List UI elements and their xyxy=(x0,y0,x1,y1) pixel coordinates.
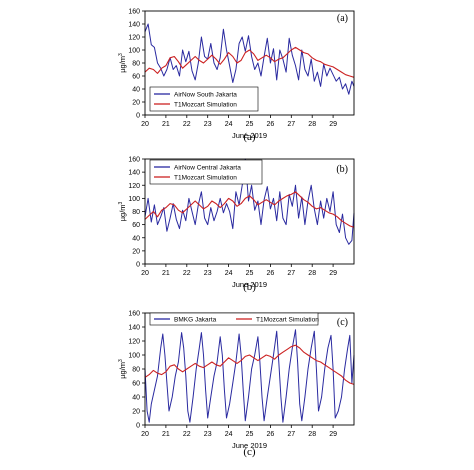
y-axis-label-superscript: 3 xyxy=(118,359,124,362)
x-tick-label: 28 xyxy=(308,121,316,128)
observed-series-line xyxy=(144,23,355,95)
y-tick-label: 100 xyxy=(128,196,140,203)
y-tick-label: 0 xyxy=(136,113,140,120)
panel-tag: (c) xyxy=(337,317,348,328)
y-tick-label: 120 xyxy=(128,183,140,190)
y-axis-label: µg/m3 xyxy=(118,359,127,379)
legend-label: AirNow Central Jakarta xyxy=(174,164,241,171)
legend: AirNow South Jakarta T1Mozcart Simulation xyxy=(149,86,259,112)
y-axis-label: µg/m3 xyxy=(118,201,127,221)
x-tick-label: 25 xyxy=(246,431,254,438)
x-tick-label: 24 xyxy=(225,121,233,128)
y-tick-label: 100 xyxy=(128,48,140,55)
x-axis-label: June 2019 xyxy=(232,131,267,140)
y-tick-label: 40 xyxy=(132,235,140,242)
simulation-series-line xyxy=(144,46,355,78)
x-tick-label: 22 xyxy=(183,431,191,438)
panel-caption: (a) xyxy=(243,131,256,143)
panel-caption: (b) xyxy=(243,281,256,293)
y-tick-label: 0 xyxy=(136,423,140,430)
panel-tag: (a) xyxy=(337,13,348,24)
x-axis-label: June 2019 xyxy=(232,280,267,289)
panel-tag: (b) xyxy=(336,164,348,175)
y-tick-label: 140 xyxy=(128,170,140,177)
x-tick-label: 27 xyxy=(287,431,295,438)
x-tick-label: 22 xyxy=(183,270,191,277)
y-tick-label: 0 xyxy=(136,262,140,269)
legend-label: AirNow South Jakarta xyxy=(174,91,237,98)
y-tick-label: 40 xyxy=(132,87,140,94)
x-tick-label: 27 xyxy=(287,270,295,277)
legend: AirNow Central Jakarta T1Mozcart Simulati… xyxy=(149,159,263,185)
x-tick-label: 26 xyxy=(267,431,275,438)
legend-box xyxy=(149,86,259,112)
y-axis-label-superscript: 3 xyxy=(118,53,124,56)
y-axis-label-base: µg/m xyxy=(118,204,127,221)
y-tick-label: 80 xyxy=(132,209,140,216)
y-axis-label: µg/m3 xyxy=(118,53,127,73)
y-tick-label: 40 xyxy=(132,395,140,402)
x-tick-label: 25 xyxy=(246,121,254,128)
x-tick-label: 24 xyxy=(225,431,233,438)
simulation-series-line xyxy=(144,191,355,228)
y-tick-label: 20 xyxy=(132,248,140,255)
x-tick-label: 22 xyxy=(183,121,191,128)
y-tick-label: 60 xyxy=(132,74,140,81)
x-tick-label: 27 xyxy=(287,121,295,128)
y-axis-label-base: µg/m xyxy=(118,56,127,73)
y-axis-label-superscript: 3 xyxy=(118,201,124,204)
legend-label: T1Mozcart Simulation xyxy=(174,101,237,108)
x-tick-label: 23 xyxy=(204,270,212,277)
y-tick-label: 140 xyxy=(128,22,140,29)
x-tick-label: 23 xyxy=(204,431,212,438)
y-tick-label: 120 xyxy=(128,339,140,346)
y-tick-label: 60 xyxy=(132,222,140,229)
x-tick-label: 21 xyxy=(162,121,170,128)
legend-label: T1Mozcart Simulation xyxy=(256,316,319,323)
y-tick-label: 120 xyxy=(128,35,140,42)
y-tick-label: 100 xyxy=(128,353,140,360)
legend-box xyxy=(149,312,319,326)
x-tick-label: 28 xyxy=(308,270,316,277)
x-tick-label: 29 xyxy=(329,431,337,438)
legend-box xyxy=(149,159,263,185)
x-tick-label: 26 xyxy=(267,270,275,277)
y-axis-label-base: µg/m xyxy=(118,362,127,379)
x-tick-label: 28 xyxy=(308,431,316,438)
x-tick-label: 21 xyxy=(162,431,170,438)
legend-label: T1Mozcart Simulation xyxy=(174,174,237,181)
y-tick-label: 160 xyxy=(128,311,140,318)
y-tick-label: 160 xyxy=(128,9,140,16)
x-tick-label: 20 xyxy=(141,270,149,277)
observed-series-line xyxy=(144,329,355,423)
y-tick-label: 160 xyxy=(128,157,140,164)
y-tick-label: 20 xyxy=(132,100,140,107)
x-tick-label: 29 xyxy=(329,270,337,277)
legend-label: BMKG Jakarta xyxy=(174,316,217,323)
x-tick-label: 25 xyxy=(246,270,254,277)
x-tick-label: 29 xyxy=(329,121,337,128)
x-tick-label: 23 xyxy=(204,121,212,128)
y-tick-label: 140 xyxy=(128,325,140,332)
x-tick-label: 26 xyxy=(267,121,275,128)
y-tick-label: 20 xyxy=(132,409,140,416)
panel-caption: (c) xyxy=(243,446,256,458)
x-tick-label: 21 xyxy=(162,270,170,277)
y-tick-label: 60 xyxy=(132,381,140,388)
simulation-series-line xyxy=(144,344,355,385)
y-tick-label: 80 xyxy=(132,367,140,374)
x-tick-label: 24 xyxy=(225,270,233,277)
legend: BMKG Jakarta T1Mozcart Simulation xyxy=(149,312,319,326)
y-tick-label: 80 xyxy=(132,61,140,68)
x-tick-label: 20 xyxy=(141,431,149,438)
observed-series-line xyxy=(144,158,355,245)
x-axis-label: June 2019 xyxy=(232,441,267,450)
x-tick-label: 20 xyxy=(141,121,149,128)
